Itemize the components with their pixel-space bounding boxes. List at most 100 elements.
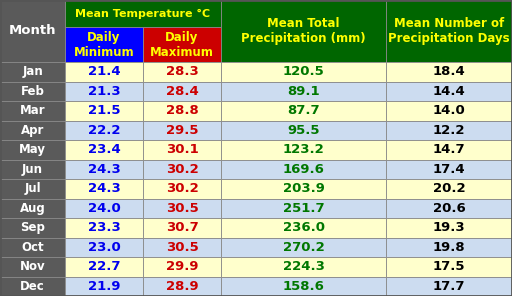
Text: 28.8: 28.8 [165,104,198,117]
Text: Nov: Nov [19,260,46,273]
Bar [143,179,221,199]
Text: 120.5: 120.5 [283,65,325,78]
Bar [65,140,143,160]
Bar [221,120,386,140]
Text: 22.2: 22.2 [88,124,120,137]
Text: Sep: Sep [20,221,45,234]
Bar [65,62,143,81]
Text: 95.5: 95.5 [287,124,320,137]
Text: 24.3: 24.3 [88,163,120,176]
Bar [143,101,221,120]
Bar [65,276,143,296]
Text: 30.2: 30.2 [165,182,198,195]
Bar [221,62,386,81]
Bar [386,120,512,140]
Bar [221,160,386,179]
Text: 20.2: 20.2 [433,182,465,195]
Bar [0,218,65,237]
Text: 236.0: 236.0 [283,221,325,234]
Text: 24.0: 24.0 [88,202,120,215]
Text: 14.0: 14.0 [433,104,465,117]
Bar [221,179,386,199]
Text: 19.3: 19.3 [433,221,465,234]
Text: 17.4: 17.4 [433,163,465,176]
Bar [0,81,65,101]
Text: 21.5: 21.5 [88,104,120,117]
Bar [386,160,512,179]
Text: 30.7: 30.7 [165,221,198,234]
Bar [143,160,221,179]
Text: 23.4: 23.4 [88,143,120,156]
Bar [65,27,143,62]
Text: 28.4: 28.4 [165,85,198,98]
Bar [143,218,221,237]
Bar [143,62,221,81]
Text: 21.9: 21.9 [88,280,120,293]
Text: 123.2: 123.2 [283,143,325,156]
Text: 17.5: 17.5 [433,260,465,273]
Text: Mar: Mar [19,104,46,117]
Text: 24.3: 24.3 [88,182,120,195]
Bar [143,257,221,276]
Text: 14.7: 14.7 [433,143,465,156]
Bar [65,160,143,179]
Bar [143,140,221,160]
Bar [221,237,386,257]
Text: Daily
Maximum: Daily Maximum [150,30,214,59]
Bar [386,81,512,101]
Text: 14.4: 14.4 [433,85,465,98]
Text: Daily
Minimum: Daily Minimum [74,30,134,59]
Bar [386,101,512,120]
Text: 21.4: 21.4 [88,65,120,78]
Text: Mean Total
Precipitation (mm): Mean Total Precipitation (mm) [241,17,366,45]
Text: 19.8: 19.8 [433,241,465,254]
Bar [65,199,143,218]
Text: 30.5: 30.5 [165,241,198,254]
Text: 28.9: 28.9 [166,280,198,293]
Bar [386,237,512,257]
Bar [65,179,143,199]
Text: Apr: Apr [21,124,44,137]
Bar [221,199,386,218]
Bar [0,199,65,218]
Bar [386,218,512,237]
Bar [0,140,65,160]
Text: Dec: Dec [20,280,45,293]
Bar [65,218,143,237]
Text: 21.3: 21.3 [88,85,120,98]
Text: Jan: Jan [22,65,43,78]
Bar [386,199,512,218]
Bar [0,62,65,81]
Text: Oct: Oct [21,241,44,254]
Bar [221,218,386,237]
Text: 23.0: 23.0 [88,241,120,254]
Bar [65,101,143,120]
Text: Aug: Aug [19,202,46,215]
Bar [386,257,512,276]
Bar [221,140,386,160]
Bar [0,101,65,120]
Bar [386,140,512,160]
Text: 251.7: 251.7 [283,202,324,215]
Bar [0,120,65,140]
Bar [143,27,221,62]
Text: 29.5: 29.5 [166,124,198,137]
Bar [386,179,512,199]
Text: 30.5: 30.5 [165,202,198,215]
Bar [65,0,221,27]
Bar [221,0,386,62]
Bar [0,257,65,276]
Bar [386,276,512,296]
Text: 89.1: 89.1 [287,85,320,98]
Text: Mean Temperature °C: Mean Temperature °C [75,9,210,19]
Text: 224.3: 224.3 [283,260,325,273]
Text: Jun: Jun [22,163,43,176]
Bar [0,0,65,62]
Bar [221,257,386,276]
Bar [143,199,221,218]
Text: May: May [19,143,46,156]
Text: 30.1: 30.1 [165,143,198,156]
Bar [65,257,143,276]
Bar [221,276,386,296]
Text: Mean Number of
Precipitation Days: Mean Number of Precipitation Days [388,17,510,45]
